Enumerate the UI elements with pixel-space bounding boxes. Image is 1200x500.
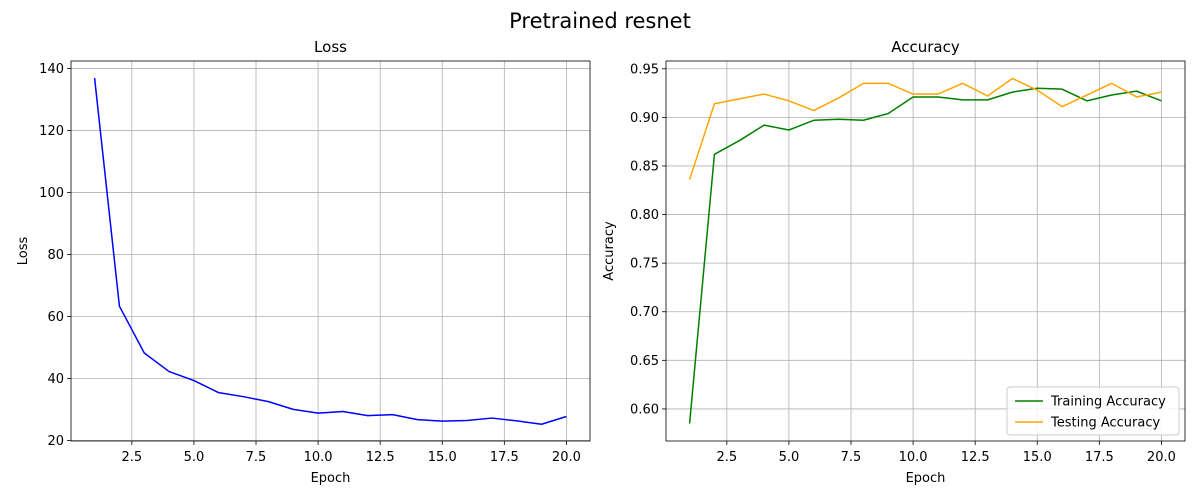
chart-1-x-tick-label: 7.5 (246, 450, 267, 465)
chart-2-line-testing-accuracy (688, 77, 1162, 180)
chart-2-axes-frame (665, 60, 1186, 442)
chart-2-x-tick-label: 20.0 (1147, 450, 1176, 465)
chart-1-y-tick-label: 20 (47, 434, 64, 449)
chart-2-legend-label-training-accuracy: Training Accuracy (1050, 395, 1166, 410)
figure-title: Pretrained resnet (509, 9, 691, 33)
chart-2-x-tick-label: 17.5 (1085, 450, 1114, 465)
chart-1-x-tick-label: 20.0 (552, 450, 581, 465)
chart-1-x-tick-label: 17.5 (490, 450, 519, 465)
chart-1-y-tick-label: 100 (39, 186, 64, 201)
chart-2-y-tick-label: 0.80 (630, 208, 659, 223)
chart-1-y-axis-label: Loss (16, 237, 31, 266)
chart-1-y-tick-label: 140 (39, 62, 64, 77)
chart-1-title: Loss (314, 38, 347, 56)
chart-2-y-tick-label: 0.85 (630, 159, 659, 174)
chart-1-x-tick-label: 2.5 (121, 450, 142, 465)
chart-1-x-tick-label: 5.0 (184, 450, 205, 465)
chart-2-y-tick-label: 0.65 (630, 354, 659, 369)
chart-2-y-tick-label: 0.70 (630, 305, 659, 320)
chart-2-x-tick-label: 15.0 (1023, 450, 1052, 465)
chart-1-x-tick-label: 15.0 (428, 450, 457, 465)
chart-1-axes-frame (70, 60, 591, 442)
chart-1-x-tick-label: 12.5 (366, 450, 395, 465)
chart-2-x-tick-label: 10.0 (899, 450, 928, 465)
chart-2-y-tick-label: 0.75 (630, 257, 659, 272)
chart-2-y-tick-label: 0.95 (630, 62, 659, 77)
chart-1-line-series-1 (93, 77, 567, 426)
chart-2-x-tick-label: 7.5 (841, 450, 862, 465)
chart-2-line-training-accuracy (688, 87, 1162, 424)
chart-2-title: Accuracy (891, 38, 960, 56)
chart-2-x-axis-label: Epoch (906, 471, 946, 486)
chart-1-y-tick-label: 80 (47, 248, 64, 263)
chart-2-y-tick-label: 0.60 (630, 402, 659, 417)
chart-2-x-tick-label: 12.5 (961, 450, 990, 465)
chart-1-y-tick-label: 40 (47, 372, 64, 387)
chart-2-y-axis-label: Accuracy (602, 221, 617, 281)
chart-2-legend (1006, 386, 1180, 436)
chart-2-x-tick-label: 2.5 (716, 450, 737, 465)
chart-1-x-tick-label: 10.0 (304, 450, 333, 465)
chart-2-legend-label-testing-accuracy: Testing Accuracy (1050, 416, 1160, 431)
chart-2-x-tick-label: 5.0 (779, 450, 800, 465)
chart-1-x-axis-label: Epoch (311, 471, 351, 486)
chart-1-y-tick-label: 120 (39, 124, 64, 139)
chart-2-y-tick-label: 0.90 (630, 111, 659, 126)
chart-1-y-tick-label: 60 (47, 310, 64, 325)
